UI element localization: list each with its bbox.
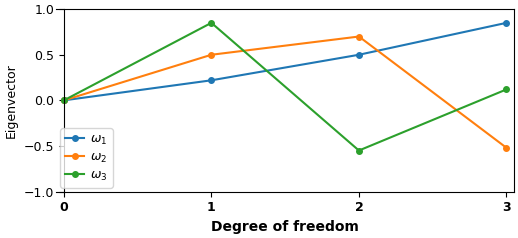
$\omega_3$	[503, 88, 510, 91]
$\omega_2$	[503, 146, 510, 149]
X-axis label: Degree of freedom: Degree of freedom	[211, 220, 359, 234]
$\omega_1$	[61, 99, 67, 102]
$\omega_2$	[208, 53, 214, 56]
$\omega_1$	[503, 21, 510, 24]
$\omega_1$	[356, 53, 362, 56]
Y-axis label: Eigenvector: Eigenvector	[5, 63, 18, 138]
$\omega_2$	[356, 35, 362, 38]
$\omega_3$	[356, 149, 362, 152]
Line: $\omega_3$: $\omega_3$	[61, 20, 509, 153]
$\omega_2$	[61, 99, 67, 102]
$\omega_3$	[208, 21, 214, 24]
Legend: $\omega_1$, $\omega_2$, $\omega_3$: $\omega_1$, $\omega_2$, $\omega_3$	[60, 128, 112, 188]
$\omega_3$	[61, 99, 67, 102]
Line: $\omega_1$: $\omega_1$	[61, 20, 509, 103]
Line: $\omega_2$: $\omega_2$	[61, 34, 509, 151]
$\omega_1$	[208, 79, 214, 82]
